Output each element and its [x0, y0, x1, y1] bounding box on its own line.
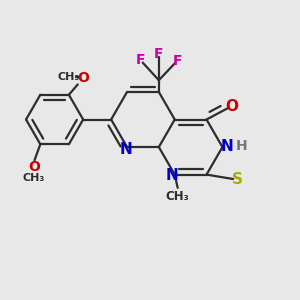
Text: F: F	[172, 54, 182, 68]
Text: CH₃: CH₃	[166, 190, 190, 203]
Text: S: S	[232, 172, 243, 187]
Text: CH₃: CH₃	[22, 173, 45, 183]
Text: N: N	[221, 139, 234, 154]
Text: F: F	[154, 47, 164, 61]
Text: O: O	[77, 71, 89, 85]
Text: F: F	[136, 53, 145, 67]
Text: O: O	[28, 160, 40, 174]
Text: CH₃: CH₃	[58, 71, 80, 82]
Text: N: N	[165, 168, 178, 183]
Text: H: H	[236, 140, 248, 154]
Text: O: O	[226, 99, 239, 114]
Text: N: N	[120, 142, 133, 157]
